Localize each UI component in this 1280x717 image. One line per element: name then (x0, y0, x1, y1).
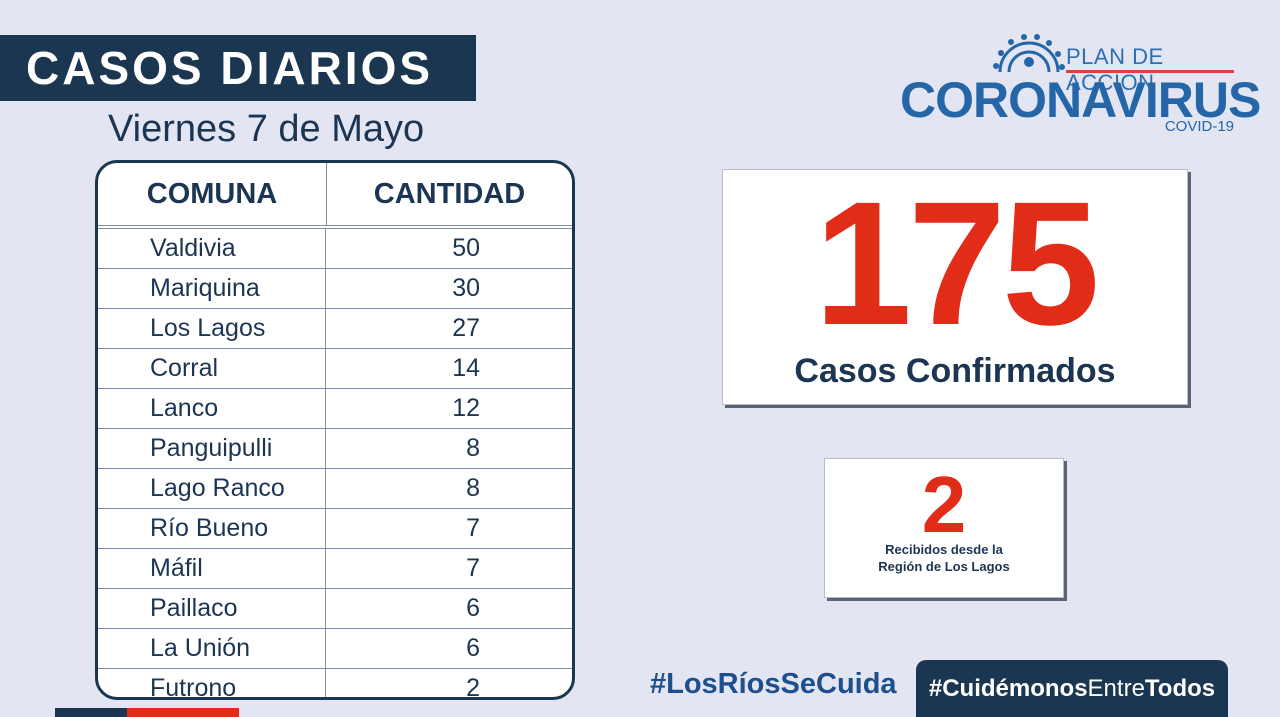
page-title-band: CASOS DIARIOS (0, 35, 476, 101)
confirmed-cases-count: 175 (814, 166, 1100, 362)
cell-cantidad: 7 (466, 514, 480, 542)
table-row: Mariquina 30 (98, 269, 572, 309)
cell-cantidad: 2 (466, 674, 480, 700)
table-row: Corral 14 (98, 349, 572, 389)
confirmed-cases-box: 175 Casos Confirmados (722, 169, 1188, 405)
hashtag-part-1: #Cuidémonos (928, 674, 1088, 702)
cell-comuna: Panguipulli (98, 429, 326, 468)
page-title: CASOS DIARIOS (26, 42, 434, 94)
cell-comuna: Futrono (98, 669, 326, 697)
cell-comuna: Lanco (98, 389, 326, 428)
cell-cantidad: 27 (452, 314, 480, 342)
table-row: Panguipulli 8 (98, 429, 572, 469)
virus-arc-icon (993, 34, 1065, 73)
received-label-line-1: Recibidos desde la (885, 542, 1003, 557)
hashtag-los-rios: #LosRíosSeCuida (650, 668, 897, 700)
cell-comuna: Río Bueno (98, 509, 326, 548)
logo-sub: COVID-19 (1164, 118, 1234, 135)
cell-cantidad: 50 (452, 234, 480, 262)
hashtag-cuidemonos: #Cuidémonos Entre Todos (916, 660, 1228, 717)
cell-comuna: Valdivia (98, 229, 326, 268)
cell-cantidad: 6 (466, 594, 480, 622)
cell-comuna: Paillaco (98, 589, 326, 628)
column-header-cantidad: CANTIDAD (373, 177, 526, 210)
cell-comuna: Mariquina (98, 269, 326, 308)
cell-cantidad: 30 (452, 274, 480, 302)
bottom-bar-red (127, 708, 239, 717)
hashtag-part-2: Entre (1087, 674, 1145, 702)
cell-cantidad: 12 (452, 394, 480, 422)
table-row: La Unión 6 (98, 629, 572, 669)
bottom-color-bar (55, 708, 239, 717)
logo-name: CORONAVIRUS (900, 72, 1261, 128)
column-header-comuna: COMUNA (98, 163, 327, 225)
received-label-line-2: Región de Los Lagos (878, 559, 1010, 574)
table-header: COMUNA CANTIDAD (98, 163, 572, 229)
bottom-bar-navy (55, 708, 127, 717)
table-body: Valdivia 50 Mariquina 30 Los Lagos 27 Corra… (98, 229, 572, 700)
report-date: Viernes 7 de Mayo (108, 108, 425, 150)
table-row: Los Lagos 27 (98, 309, 572, 349)
table-row: Futrono 2 (98, 669, 572, 700)
table-row: Lago Ranco 8 (98, 469, 572, 509)
received-cases-box: 2 Recibidos desde la Región de Los Lagos (824, 458, 1064, 598)
cell-comuna: Los Lagos (98, 309, 326, 348)
hashtag-part-3: Todos (1144, 674, 1216, 702)
table-row: Lanco 12 (98, 389, 572, 429)
coronavirus-logo: PLAN DE ACCIÓN CORONAVIRUS COVID-19 (900, 30, 1261, 140)
cell-comuna: Máfil (98, 549, 326, 588)
table-row: Máfil 7 (98, 549, 572, 589)
confirmed-cases-label: Casos Confirmados (794, 352, 1116, 390)
cases-table: COMUNA CANTIDAD Valdivia 50 Mariquina 30 L… (95, 160, 575, 700)
cell-comuna: La Unión (98, 629, 326, 668)
table-row: Paillaco 6 (98, 589, 572, 629)
cell-cantidad: 6 (466, 634, 480, 662)
cell-cantidad: 8 (466, 474, 480, 502)
cell-cantidad: 8 (466, 434, 480, 462)
cell-comuna: Lago Ranco (98, 469, 326, 508)
table-row: Valdivia 50 (98, 229, 572, 269)
logo-plan-text: PLAN DE ACCIÓN (1066, 44, 1164, 95)
cell-cantidad: 14 (452, 354, 480, 382)
table-row: Río Bueno 7 (98, 509, 572, 549)
logo-underline (1066, 70, 1234, 73)
received-cases-label: Recibidos desde la Región de Los Lagos (825, 541, 1063, 575)
cell-cantidad: 7 (466, 554, 480, 582)
received-cases-count: 2 (921, 460, 967, 549)
cell-comuna: Corral (98, 349, 326, 388)
